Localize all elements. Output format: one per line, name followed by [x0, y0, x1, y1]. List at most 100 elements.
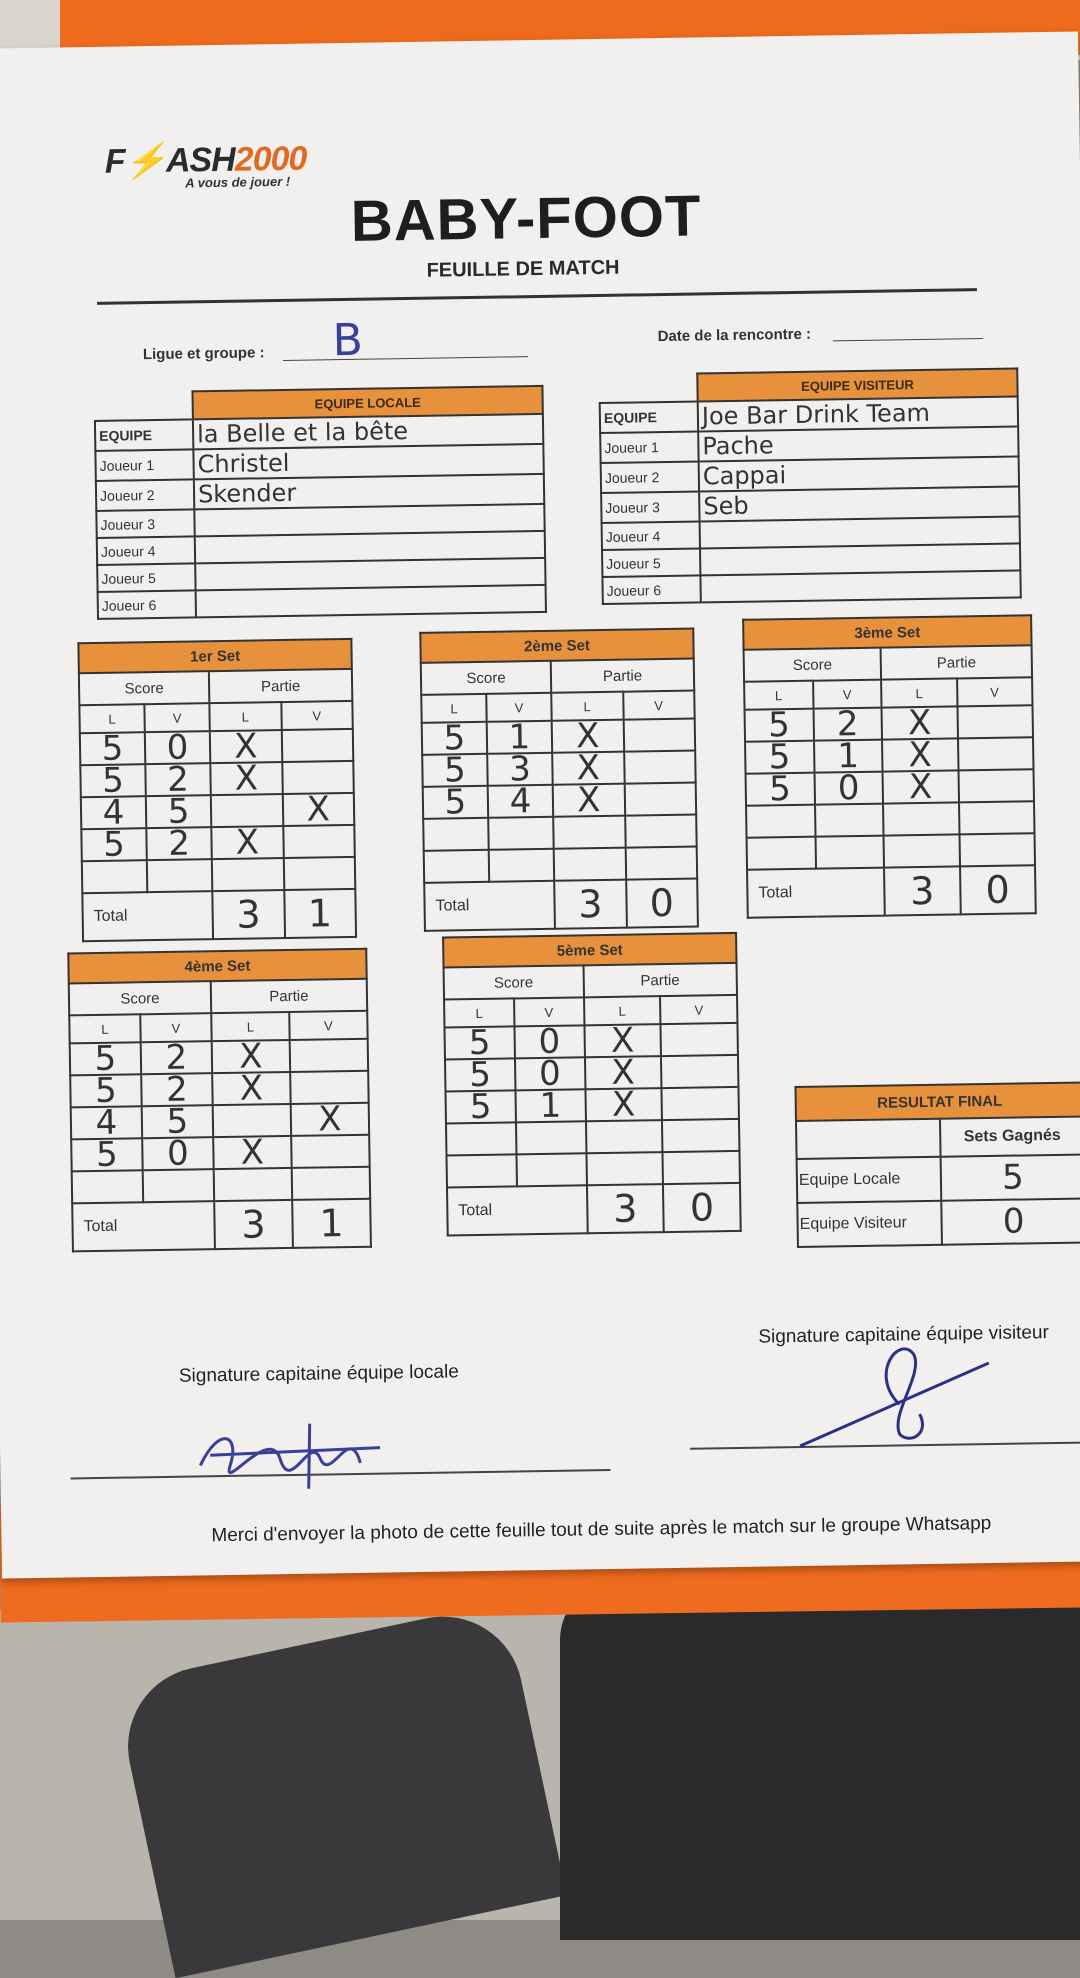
page-title: BABY-FOOT	[350, 183, 702, 254]
divider	[97, 288, 977, 305]
partie-local[interactable]: X	[211, 822, 284, 863]
score-visitor[interactable]	[515, 1121, 587, 1155]
score-local[interactable]	[746, 836, 816, 870]
partie-header: Partie	[880, 645, 1033, 680]
total-visitor[interactable]: 0	[663, 1182, 741, 1233]
date-label: Date de la rencontre :	[657, 325, 812, 346]
total-local[interactable]: 3	[884, 866, 961, 916]
score-header: Score	[68, 981, 212, 1016]
partie-local[interactable]: X	[552, 780, 625, 820]
score-local[interactable]	[423, 849, 490, 883]
row-label: EQUIPE	[94, 419, 194, 451]
partie-visitor[interactable]	[282, 824, 355, 859]
score-visitor[interactable]: 1	[515, 1086, 586, 1126]
total-local[interactable]: 3	[212, 890, 285, 940]
partie-visitor[interactable]	[289, 1038, 369, 1072]
score-visitor[interactable]	[814, 803, 884, 837]
partie-header: Partie	[208, 668, 353, 704]
set-table-1: 1er Set Score Partie L V L V 5 0 X 5 2 X 4 5 X 5 2 X Total 3…	[77, 638, 357, 942]
total-visitor[interactable]: 0	[625, 878, 698, 928]
total-visitor[interactable]: 0	[959, 865, 1036, 915]
header-spacer	[599, 373, 698, 404]
partie-header: Partie	[583, 962, 738, 998]
partie-visitor[interactable]	[291, 1134, 370, 1168]
partie-visitor[interactable]	[661, 1054, 739, 1089]
score-local[interactable]: 5	[81, 825, 147, 865]
score-visitor[interactable]	[146, 859, 213, 893]
total-local[interactable]: 3	[214, 1199, 293, 1250]
partie-visitor[interactable]	[625, 846, 698, 880]
partie-local[interactable]	[553, 815, 626, 849]
total-visitor[interactable]: 1	[292, 1198, 371, 1248]
partie-visitor[interactable]	[662, 1150, 740, 1185]
total-visitor[interactable]: 1	[283, 888, 357, 939]
ligue-value[interactable]: B	[332, 314, 364, 367]
partie-local[interactable]: X	[585, 1085, 663, 1125]
partie-visitor[interactable]	[662, 1118, 740, 1153]
partie-local[interactable]	[213, 1167, 293, 1202]
score-visitor[interactable]: 4	[487, 781, 554, 821]
total-local[interactable]: 3	[554, 879, 627, 929]
partie-visitor[interactable]	[624, 814, 697, 848]
v-header: V	[280, 700, 353, 731]
ligue-line	[282, 356, 528, 361]
partie-visitor[interactable]	[957, 737, 1034, 771]
score-local[interactable]: 5	[445, 1087, 516, 1127]
score-visitor[interactable]	[142, 1169, 215, 1203]
score-visitor[interactable]	[488, 848, 555, 882]
local-sets-won[interactable]: 5	[940, 1154, 1080, 1201]
score-visitor[interactable]	[516, 1153, 587, 1187]
partie-visitor[interactable]: X	[290, 1099, 370, 1140]
score-local[interactable]	[423, 817, 489, 851]
row-value[interactable]	[195, 584, 546, 618]
partie-visitor[interactable]	[281, 728, 354, 763]
score-local[interactable]	[71, 1170, 144, 1204]
score-local[interactable]	[445, 1122, 517, 1156]
partie-local[interactable]: X	[212, 1068, 291, 1109]
score-local[interactable]: 5	[71, 1135, 143, 1175]
partie-visitor[interactable]	[283, 856, 356, 891]
score-local[interactable]: 5	[422, 782, 489, 822]
row-label: Joueur 4	[601, 521, 700, 550]
score-local[interactable]	[81, 860, 148, 894]
partie-visitor[interactable]: X	[282, 789, 355, 830]
score-local[interactable]	[446, 1154, 517, 1188]
partie-local[interactable]	[586, 1152, 664, 1186]
partie-visitor[interactable]	[291, 1166, 371, 1200]
score-visitor[interactable]: 0	[142, 1134, 214, 1174]
sets-won-header: Sets Gagnés	[939, 1116, 1080, 1157]
row-label: Joueur 1	[600, 431, 699, 464]
set-title: 1er Set	[78, 638, 352, 674]
partie-local[interactable]	[553, 847, 626, 881]
visitor-sets-won[interactable]: 0	[941, 1198, 1080, 1245]
partie-local[interactable]: X	[210, 758, 283, 799]
partie-visitor[interactable]	[957, 705, 1033, 739]
score-visitor[interactable]	[815, 835, 885, 869]
partie-visitor[interactable]	[959, 833, 1036, 867]
partie-visitor[interactable]	[624, 782, 697, 816]
score-visitor[interactable]: 0	[814, 768, 884, 808]
score-visitor[interactable]: 2	[146, 824, 212, 864]
partie-visitor[interactable]	[623, 718, 696, 752]
score-local[interactable]	[746, 804, 816, 838]
row-value[interactable]	[700, 570, 1021, 603]
set-row	[446, 1150, 740, 1188]
partie-local[interactable]	[585, 1120, 663, 1154]
partie-local[interactable]: X	[213, 1132, 292, 1173]
score-local[interactable]: 5	[745, 769, 815, 809]
row-label: Joueur 4	[96, 536, 196, 565]
partie-visitor[interactable]	[660, 1022, 738, 1057]
total-local[interactable]: 3	[586, 1184, 664, 1234]
partie-local[interactable]	[883, 802, 960, 836]
partie-visitor[interactable]	[661, 1086, 739, 1121]
partie-local[interactable]	[211, 858, 284, 892]
partie-visitor[interactable]	[958, 769, 1035, 803]
partie-visitor[interactable]	[623, 750, 696, 784]
partie-local[interactable]: X	[882, 767, 959, 807]
partie-local[interactable]	[883, 834, 960, 868]
partie-visitor[interactable]	[958, 801, 1035, 835]
score-visitor[interactable]	[488, 816, 554, 850]
tagline: A vous de jouer !	[185, 173, 291, 191]
